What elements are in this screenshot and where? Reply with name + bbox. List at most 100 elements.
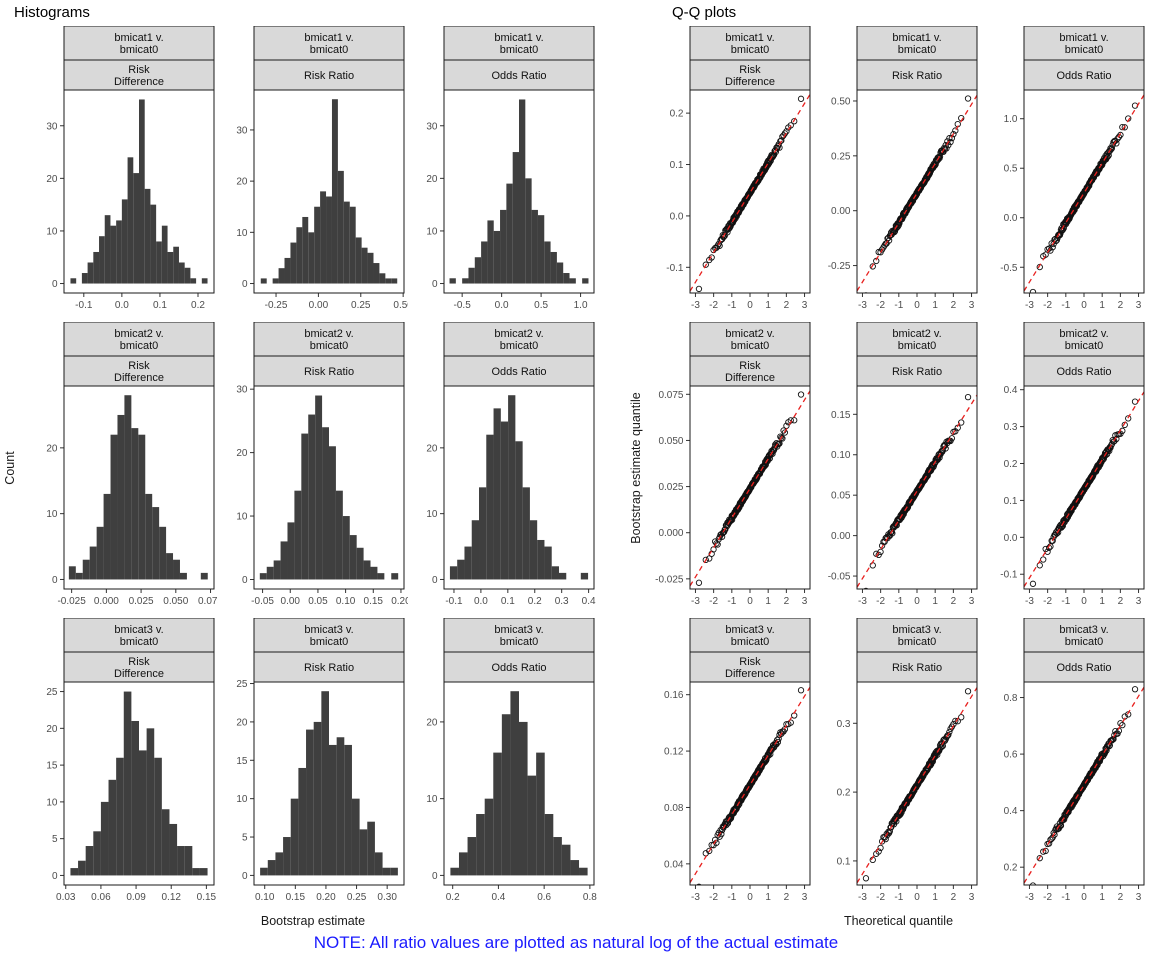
svg-text:0.00: 0.00 xyxy=(281,596,301,607)
svg-text:0.25: 0.25 xyxy=(831,151,851,162)
svg-text:0.25: 0.25 xyxy=(351,300,371,311)
svg-text:bmicat0: bmicat0 xyxy=(898,340,937,352)
svg-text:bmicat2 v.: bmicat2 v. xyxy=(304,328,353,340)
svg-text:-3: -3 xyxy=(858,300,867,311)
svg-text:0: 0 xyxy=(747,892,753,903)
svg-text:bmicat0: bmicat0 xyxy=(731,340,770,352)
svg-text:-0.25: -0.25 xyxy=(828,261,851,272)
svg-text:0.2: 0.2 xyxy=(528,596,542,607)
svg-text:1.0: 1.0 xyxy=(574,300,588,311)
svg-text:-0.5: -0.5 xyxy=(1000,263,1018,274)
svg-text:0.0: 0.0 xyxy=(1004,533,1018,544)
svg-text:0.050: 0.050 xyxy=(163,596,188,607)
svg-text:bmicat1 v.: bmicat1 v. xyxy=(494,32,543,44)
svg-text:Risk: Risk xyxy=(739,64,761,76)
svg-text:0.0: 0.0 xyxy=(474,596,488,607)
svg-text:-1: -1 xyxy=(1061,300,1070,311)
svg-text:30: 30 xyxy=(426,121,438,132)
svg-text:0.08: 0.08 xyxy=(664,803,684,814)
svg-text:-1: -1 xyxy=(894,300,903,311)
histograms-title: Histograms xyxy=(14,4,90,21)
svg-text:0.10: 0.10 xyxy=(255,892,275,903)
svg-text:0.0: 0.0 xyxy=(1004,213,1018,224)
svg-text:10: 10 xyxy=(426,509,438,520)
qq-bmicat1-risk-ratio: bmicat1 v.bmicat0 Risk Ratio -0.25 0.00 0.25… xyxy=(828,26,978,311)
svg-text:0.2: 0.2 xyxy=(1004,459,1018,470)
qq-y-axis-title: Bootstrap estimate quantile xyxy=(629,392,643,544)
svg-text:20: 20 xyxy=(46,443,58,454)
svg-text:bmicat0: bmicat0 xyxy=(120,340,159,352)
svg-text:bmicat0: bmicat0 xyxy=(1065,340,1104,352)
svg-text:bmicat1 v.: bmicat1 v. xyxy=(892,32,941,44)
svg-text:0.3: 0.3 xyxy=(1004,422,1018,433)
svg-text:0: 0 xyxy=(1081,596,1087,607)
svg-text:0.10: 0.10 xyxy=(831,450,851,461)
svg-text:3: 3 xyxy=(969,300,975,311)
svg-text:0.2: 0.2 xyxy=(837,788,851,799)
svg-text:5: 5 xyxy=(52,834,58,845)
svg-text:20: 20 xyxy=(236,177,248,188)
svg-text:15: 15 xyxy=(236,756,248,767)
svg-text:bmicat0: bmicat0 xyxy=(310,340,349,352)
svg-text:0.16: 0.16 xyxy=(664,690,684,701)
svg-text:0: 0 xyxy=(52,575,58,586)
svg-text:bmicat2 v.: bmicat2 v. xyxy=(494,328,543,340)
svg-text:0: 0 xyxy=(747,596,753,607)
svg-text:3: 3 xyxy=(802,596,808,607)
svg-text:3: 3 xyxy=(969,892,975,903)
svg-text:1: 1 xyxy=(932,596,938,607)
svg-text:1: 1 xyxy=(932,300,938,311)
svg-text:1: 1 xyxy=(765,892,771,903)
svg-text:0.05: 0.05 xyxy=(308,596,328,607)
svg-text:0.2: 0.2 xyxy=(191,300,205,311)
svg-text:0.03: 0.03 xyxy=(56,892,76,903)
svg-text:0: 0 xyxy=(1081,892,1087,903)
svg-text:bmicat2 v.: bmicat2 v. xyxy=(892,328,941,340)
svg-text:3: 3 xyxy=(1136,300,1142,311)
svg-text:2: 2 xyxy=(1118,892,1124,903)
svg-text:0.09: 0.09 xyxy=(126,892,146,903)
svg-text:Odds Ratio: Odds Ratio xyxy=(1056,662,1111,674)
svg-text:0.04: 0.04 xyxy=(664,859,684,870)
svg-text:Risk Ratio: Risk Ratio xyxy=(892,662,942,674)
svg-text:bmicat3 v.: bmicat3 v. xyxy=(892,624,941,636)
svg-text:bmicat3 v.: bmicat3 v. xyxy=(494,624,543,636)
svg-text:0: 0 xyxy=(242,279,248,290)
histogram-bmicat2-risk-ratio: bmicat2 v.bmicat0 Risk Ratio 0 10 20 30 -0.05 0… xyxy=(236,322,408,607)
svg-text:0: 0 xyxy=(432,279,438,290)
svg-text:0: 0 xyxy=(914,596,920,607)
svg-text:Risk Ratio: Risk Ratio xyxy=(304,662,354,674)
svg-text:bmicat0: bmicat0 xyxy=(310,44,349,56)
svg-text:0.3: 0.3 xyxy=(555,596,569,607)
qq-plots-title: Q-Q plots xyxy=(672,4,737,21)
svg-text:Risk Ratio: Risk Ratio xyxy=(304,366,354,378)
svg-text:-0.1: -0.1 xyxy=(666,263,684,274)
svg-text:0.20: 0.20 xyxy=(316,892,336,903)
qq-bmicat3-risk-ratio: bmicat3 v.bmicat0 Risk Ratio 0.1 0.2 0.3 -3 -2… xyxy=(837,618,978,903)
svg-text:10: 10 xyxy=(46,226,58,237)
svg-text:Risk: Risk xyxy=(128,64,150,76)
svg-text:bmicat0: bmicat0 xyxy=(310,636,349,648)
svg-text:-0.025: -0.025 xyxy=(57,596,86,607)
svg-text:0: 0 xyxy=(52,871,58,882)
svg-text:-1: -1 xyxy=(1061,892,1070,903)
svg-text:-3: -3 xyxy=(691,892,700,903)
svg-text:-3: -3 xyxy=(1025,300,1034,311)
svg-text:0.4: 0.4 xyxy=(491,892,505,903)
svg-text:0.00: 0.00 xyxy=(309,300,329,311)
svg-text:0: 0 xyxy=(242,871,248,882)
svg-text:-1: -1 xyxy=(727,892,736,903)
svg-text:0.050: 0.050 xyxy=(658,436,683,447)
svg-text:bmicat3 v.: bmicat3 v. xyxy=(1059,624,1108,636)
svg-text:Difference: Difference xyxy=(114,372,164,384)
qq-bmicat2-odds-ratio: bmicat2 v.bmicat0 Odds Ratio -0.1 0.0 0.1 0.2… xyxy=(1000,322,1145,607)
svg-text:-1: -1 xyxy=(727,300,736,311)
svg-text:0: 0 xyxy=(52,279,58,290)
svg-text:bmicat0: bmicat0 xyxy=(898,636,937,648)
svg-text:-3: -3 xyxy=(691,300,700,311)
svg-text:0: 0 xyxy=(914,300,920,311)
svg-text:10: 10 xyxy=(236,228,248,239)
